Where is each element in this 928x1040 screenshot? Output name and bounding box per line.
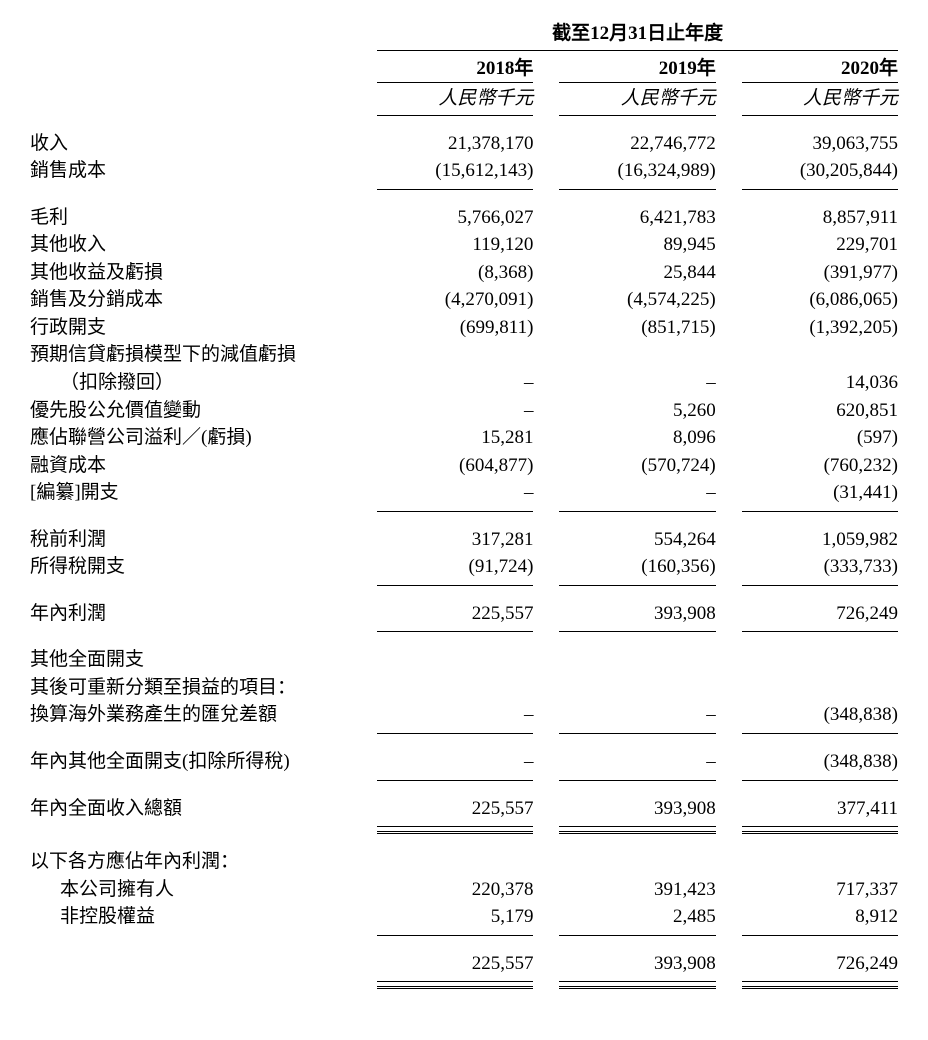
row-tci: 年內全面收入總額 225,557 393,908 377,411 xyxy=(30,795,898,823)
col-header-2020: 2020年 xyxy=(742,50,898,82)
row-redacted-expense: [編纂]開支 – – (31,441) xyxy=(30,479,898,507)
row-profit-total: 225,557 393,908 726,249 xyxy=(30,950,898,978)
row-pretax: 稅前利潤 317,281 554,264 1,059,982 xyxy=(30,526,898,554)
row-associates: 應佔聯營公司溢利／(虧損) 15,281 8,096 (597) xyxy=(30,424,898,452)
row-attrib-header: 以下各方應佔年內利潤： xyxy=(30,848,898,876)
row-owners: 本公司擁有人 220,378 391,423 717,337 xyxy=(30,876,898,904)
row-oci-net: 年內其他全面開支(扣除所得稅) – – (348,838) xyxy=(30,748,898,776)
row-nci: 非控股權益 5,179 2,485 8,912 xyxy=(30,903,898,931)
row-fx: 換算海外業務產生的匯兌差額 – – (348,838) xyxy=(30,701,898,729)
row-tax: 所得稅開支 (91,724) (160,356) (333,733) xyxy=(30,553,898,581)
row-gross: 毛利 5,766,027 6,421,783 8,857,911 xyxy=(30,204,898,232)
row-profit: 年內利潤 225,557 393,908 726,249 xyxy=(30,600,898,628)
row-finance-cost: 融資成本 (604,877) (570,724) (760,232) xyxy=(30,452,898,480)
row-ecl-line2: （扣除撥回） – – 14,036 xyxy=(30,369,898,397)
row-admin: 行政開支 (699,811) (851,715) (1,392,205) xyxy=(30,314,898,342)
row-ecl-line1: 預期信貸虧損模型下的減值虧損 xyxy=(30,341,898,369)
label-revenue: 收入 xyxy=(30,130,377,158)
col-header-2019: 2019年 xyxy=(559,50,715,82)
income-statement-table: 截至12月31日止年度 2018年 2019年 2020年 人民幣千元 人民幣千… xyxy=(30,20,898,989)
col-header-2018: 2018年 xyxy=(377,50,533,82)
row-pref-fv: 優先股公允價值變動 – 5,260 620,851 xyxy=(30,397,898,425)
row-selling: 銷售及分銷成本 (4,270,091) (4,574,225) (6,086,0… xyxy=(30,286,898,314)
unit-2019: 人民幣千元 xyxy=(559,83,715,115)
row-cogs: 銷售成本 (15,612,143) (16,324,989) (30,205,8… xyxy=(30,157,898,185)
period-header: 截至12月31日止年度 xyxy=(377,20,898,50)
row-revenue: 收入 21,378,170 22,746,772 39,063,755 xyxy=(30,130,898,158)
row-other-income: 其他收入 119,120 89,945 229,701 xyxy=(30,231,898,259)
unit-2020: 人民幣千元 xyxy=(742,83,898,115)
row-other-gainloss: 其他收益及虧損 (8,368) 25,844 (391,977) xyxy=(30,259,898,287)
row-reclass-header: 其後可重新分類至損益的項目： xyxy=(30,674,898,702)
unit-2018: 人民幣千元 xyxy=(377,83,533,115)
row-oci-header: 其他全面開支 xyxy=(30,646,898,674)
